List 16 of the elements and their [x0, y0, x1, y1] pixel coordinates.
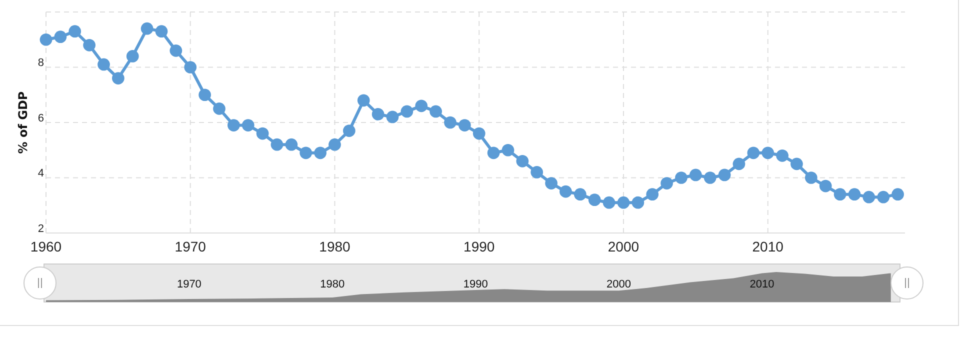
x-tick-label: 2010: [750, 278, 774, 291]
x-tick-label: 2000: [606, 278, 632, 291]
x-tick-label: 1960: [30, 238, 62, 254]
y-axis-title: % of GDP: [16, 91, 30, 154]
y-tick-label: 4: [38, 168, 44, 180]
y-tick-label: 6: [38, 112, 44, 124]
x-tick-label: 2010: [752, 238, 784, 254]
x-tick-label: 1990: [464, 238, 495, 254]
x-tick-label: 1980: [319, 238, 351, 254]
x-tick-label: 1970: [176, 278, 202, 291]
y-tick-label: 2: [38, 222, 44, 235]
x-tick-label: 2000: [608, 238, 640, 254]
y-tick-label: 8: [38, 57, 44, 70]
x-tick-label: 1990: [463, 278, 488, 291]
x-tick-label: 1980: [320, 278, 345, 291]
x-tick-label: 1970: [174, 238, 206, 254]
